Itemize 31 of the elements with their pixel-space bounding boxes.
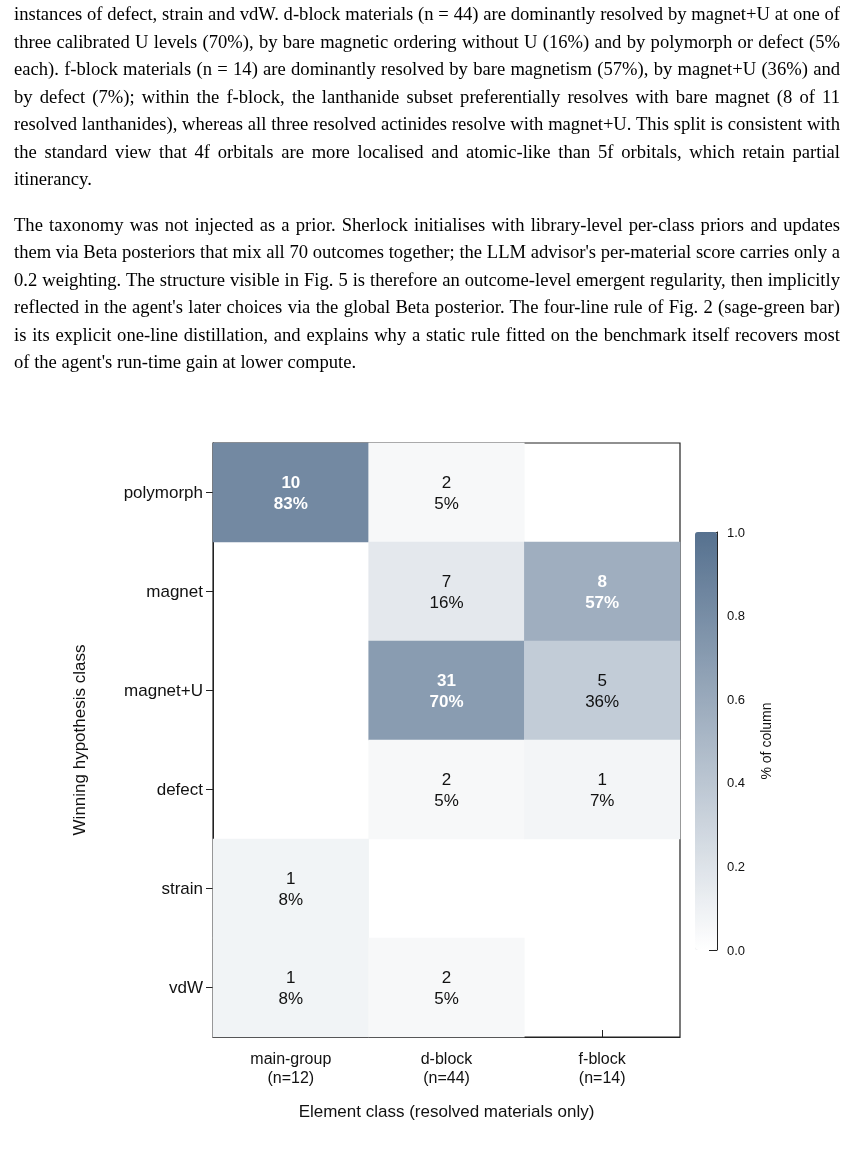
data-label: 7 16% xyxy=(429,571,464,612)
data-label: 31 70% xyxy=(429,670,464,711)
color-bar-label: 0.2 xyxy=(727,858,746,874)
color-bar-title: % of column xyxy=(758,702,774,780)
y-tick-label: polymorph xyxy=(123,483,203,502)
y-tick-label: vdW xyxy=(169,978,203,997)
y-tick-label: magnet+U xyxy=(124,681,203,700)
data-label: 10 83% xyxy=(273,472,308,513)
color-bar-label: 1.0 xyxy=(727,524,746,540)
x-tick-label: main-group (n=12) xyxy=(250,1050,332,1086)
data-label: 1 7% xyxy=(589,769,615,810)
color-bar-label: 0.4 xyxy=(727,775,746,791)
text: instances of defect, strain and vdW. d-block materials (n = 44) are dominantly resolved by magnet+U at one of three calibrated U levels (70%), by bare magnetic ordering without U (16%) and by polymorph or defect (5% each). f-block materials (n = 14) are dominantly resolved by bare magnetism (57%), by magnet+U (36%) and by defect (7%); within the f-block, the lanthanide subset preferentially resolves with bare magnet (8 of 11 resolved lanthanides), whereas all three resolved actinides resolve with magnet+U. This split is consistent with the standard view that 4f orbitals are more localised and atomic-like than 5f orbitals, which retain partial itinerancy. xyxy=(14,2,840,191)
data-label: 1 8% xyxy=(278,868,304,909)
color-bar-label: 0.8 xyxy=(727,608,746,624)
x-tick-label: f-block (n=14) xyxy=(578,1050,627,1086)
data-label: 1 8% xyxy=(278,967,304,1008)
y-tick-label: defect xyxy=(156,780,204,799)
data-label: 2 5% xyxy=(434,769,459,810)
x-tick-label: d-block (n=44) xyxy=(420,1050,474,1086)
data-label: 2 5% xyxy=(434,967,459,1008)
color-bar-label: 0.6 xyxy=(727,691,746,707)
text: The taxonomy was not injected as a prior. Sherlock initialises with library-level per-class priors and updates them via Beta posteriors that mix all 70 outcomes together; the LLM advisor's per-material score carries only a 0.2 weighting. The structure visible in Fig. 5 is therefore an outcome-level emergent regularity, then implicitly reflected in the agent's later choices via the global Beta posterior. The four-line rule of Fig. 2 (sage-green bar) is its explicit one-line distillation, and explains why a static rule fitted on the benchmark itself recovers most of the agent's run-time gain at lower compute. xyxy=(14,212,840,374)
data-label: 8 57% xyxy=(585,571,620,612)
y-axis-title: Winning hypothesis class xyxy=(70,644,89,836)
color-bar-label: 0.0 xyxy=(727,942,746,958)
data-label: 2 5% xyxy=(434,472,459,513)
data-label: 5 36% xyxy=(585,670,620,711)
y-tick-label: magnet xyxy=(146,582,204,601)
x-axis-title: Element class (resolved materials only) xyxy=(298,1102,595,1121)
y-tick-label: strain xyxy=(161,879,203,898)
